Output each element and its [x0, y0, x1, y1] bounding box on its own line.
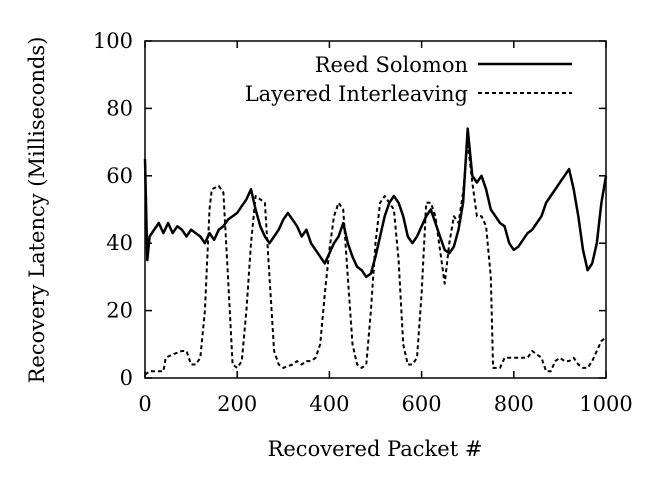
x-tick-label: 0 [138, 392, 151, 416]
y-axis-title: Recovery Latency (Milliseconds) [25, 37, 49, 384]
y-tick-label: 60 [106, 164, 133, 188]
series-layer [143, 127, 608, 376]
x-tick-label: 200 [217, 392, 257, 416]
y-tick-label: 40 [106, 231, 133, 255]
axis-ticks: 0 200 400 600 800 1000 0 20 40 60 80 100 [93, 29, 633, 416]
x-tick-label: 800 [494, 392, 534, 416]
legend-label-reed-solomon: Reed Solomon [315, 53, 468, 77]
legend-label-layered-interleaving: Layered Interleaving [245, 82, 468, 106]
x-tick-label: 600 [402, 392, 442, 416]
legend: Reed Solomon Layered Interleaving [245, 53, 572, 106]
x-tick-label: 1000 [579, 392, 632, 416]
series-line-reed-solomon [143, 127, 608, 279]
y-tick-label: 80 [106, 96, 133, 120]
series-line-layered-interleaving [144, 141, 607, 376]
x-tick-label: 400 [309, 392, 349, 416]
x-axis-title: Recovered Packet # [268, 437, 483, 461]
y-tick-label: 20 [106, 299, 133, 323]
y-tick-label: 100 [93, 29, 133, 53]
y-tick-label: 0 [120, 366, 133, 390]
